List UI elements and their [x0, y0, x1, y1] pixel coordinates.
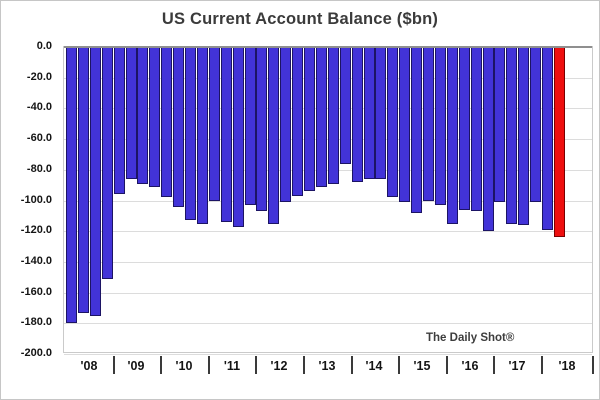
- x-tick-after--14: [398, 356, 400, 374]
- gridline--180.0: [64, 323, 592, 324]
- bar-2015-q3: [423, 47, 434, 201]
- bar-2010-q2: [173, 47, 185, 207]
- bar-2010-q1: [161, 47, 173, 197]
- bar-2008-q1: [66, 47, 77, 323]
- y-axis: 0.0 -20.0 -40.0 -60.0 -80.0 -100.0 -120.0 -140.…: [1, 40, 59, 359]
- bar-2012-q2: [268, 47, 280, 224]
- x-year-label--18: '18: [558, 359, 576, 373]
- x-year-label--17: '17: [508, 359, 526, 373]
- bar-2014-q1: [351, 47, 363, 182]
- x-year-label--11: '11: [223, 359, 241, 373]
- y-tick-label--200.0: -200.0: [20, 347, 52, 359]
- bar-2012-q3: [280, 47, 292, 202]
- bar-2016-q1: [446, 47, 458, 224]
- x-year-label--14: '14: [365, 359, 383, 373]
- x-year-label--09: '09: [127, 359, 145, 373]
- gridline--120.0: [64, 231, 592, 232]
- x-tick-after--13: [351, 356, 353, 374]
- x-tick-after--16: [493, 356, 495, 374]
- y-tick-label--40.0: -40.0: [26, 101, 52, 113]
- bar-2014-q2: [363, 47, 375, 179]
- x-year-label--15: '15: [413, 359, 431, 373]
- bar-2016-q4: [482, 47, 494, 231]
- bar-2018-q2: [553, 47, 565, 237]
- x-year-label--08: '08: [80, 359, 98, 373]
- x-tick-after--12: [303, 356, 305, 374]
- bar-2009-q1: [113, 47, 125, 194]
- bar-2012-q1: [256, 47, 268, 211]
- y-tick-label--120.0: -120.0: [20, 224, 52, 236]
- bar-2017-q2: [506, 47, 518, 224]
- bar-2011-q4: [244, 47, 256, 205]
- bar-2009-q2: [125, 47, 137, 179]
- bar-2010-q3: [185, 47, 196, 220]
- x-year-label--13: '13: [318, 359, 336, 373]
- x-tick-after--10: [208, 356, 210, 374]
- y-tick-label--80.0: -80.0: [26, 163, 52, 175]
- bar-2016-q3: [470, 47, 482, 211]
- bar-2015-q4: [434, 47, 446, 205]
- bar-2010-q4: [196, 47, 208, 224]
- x-axis: '08 '09 '10 '11 '12 '13 '14 '15 '16 '17 '18: [63, 355, 594, 381]
- x-tick-after--17: [541, 356, 543, 374]
- bar-2017-q4: [530, 47, 542, 202]
- x-tick-after--09: [160, 356, 162, 374]
- gridline--140.0: [64, 262, 592, 263]
- y-tick-label--100.0: -100.0: [20, 194, 52, 206]
- x-year-label--10: '10: [175, 359, 193, 373]
- gridline--200.0: [64, 354, 592, 355]
- y-tick-label-0.0: 0.0: [36, 40, 52, 52]
- bar-2017-q1: [494, 47, 506, 202]
- bar-2011-q1: [208, 47, 220, 201]
- bar-2011-q2: [220, 47, 232, 222]
- bar-2015-q2: [411, 47, 423, 213]
- plot-area: The Daily Shot®: [63, 46, 593, 355]
- gridline--160.0: [64, 293, 592, 294]
- bar-2016-q2: [458, 47, 470, 210]
- bar-2012-q4: [292, 47, 304, 196]
- bar-2009-q4: [149, 47, 161, 187]
- bar-2008-q4: [101, 47, 113, 279]
- bar-2017-q3: [518, 47, 530, 225]
- bar-2013-q2: [315, 47, 327, 187]
- bar-2009-q3: [137, 47, 149, 184]
- x-year-label--16: '16: [461, 359, 479, 373]
- gridline--100.0: [64, 201, 592, 202]
- y-tick-label--60.0: -60.0: [26, 132, 52, 144]
- y-tick-label--140.0: -140.0: [20, 255, 52, 267]
- bar-2013-q4: [339, 47, 351, 164]
- chart-title: US Current Account Balance ($bn): [161, 10, 439, 28]
- bar-2014-q3: [375, 47, 387, 179]
- bar-2008-q2: [77, 47, 89, 313]
- watermark: The Daily Shot®: [426, 332, 515, 344]
- x-tick-after--11: [255, 356, 257, 374]
- bar-2018-q1: [542, 47, 553, 230]
- bar-2013-q1: [304, 47, 315, 191]
- y-tick-label--180.0: -180.0: [20, 316, 52, 328]
- x-tick-after--08: [113, 356, 115, 374]
- bar-2014-q4: [387, 47, 399, 197]
- x-tick-after--18: [592, 356, 594, 374]
- bar-2011-q3: [232, 47, 244, 227]
- bar-2013-q3: [327, 47, 339, 184]
- bar-2008-q3: [89, 47, 101, 316]
- zero-line: [64, 46, 592, 48]
- x-year-label--12: '12: [270, 359, 288, 373]
- bar-2015-q1: [399, 47, 411, 202]
- x-tick-after--15: [446, 356, 448, 374]
- y-tick-label--20.0: -20.0: [26, 71, 52, 83]
- y-tick-label--160.0: -160.0: [20, 286, 52, 298]
